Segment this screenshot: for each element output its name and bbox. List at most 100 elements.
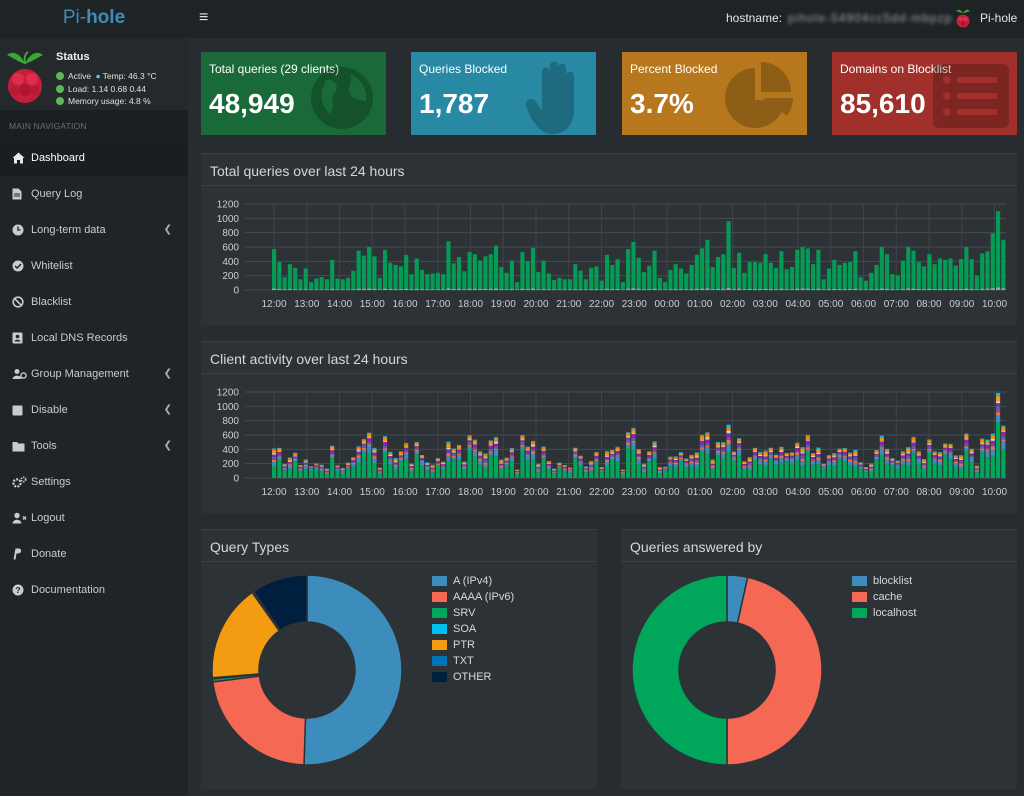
bar-client-segment[interactable]: [478, 454, 483, 456]
bar-client-segment[interactable]: [604, 456, 610, 459]
bar-client-segment[interactable]: [351, 460, 356, 462]
bar-client-segment[interactable]: [340, 473, 345, 478]
bar-permitted[interactable]: [546, 273, 551, 290]
bar-client-segment[interactable]: [340, 468, 345, 470]
bar-client-segment[interactable]: [974, 466, 979, 468]
bar-client-segment[interactable]: [927, 453, 932, 478]
bar-client-segment[interactable]: [895, 468, 900, 478]
bar-client-segment[interactable]: [345, 466, 351, 468]
bar-client-segment[interactable]: [890, 460, 895, 462]
sidebar-item-dashboard[interactable]: Dashboard: [0, 140, 188, 176]
bar-permitted[interactable]: [774, 267, 779, 290]
bar-client-segment[interactable]: [520, 437, 525, 440]
bar-client-segment[interactable]: [853, 462, 858, 467]
bar-client-segment[interactable]: [964, 450, 969, 478]
bar-blocked[interactable]: [726, 287, 731, 290]
bar-client-segment[interactable]: [308, 466, 314, 468]
bar-client-segment[interactable]: [932, 452, 937, 454]
bar-client-segment[interactable]: [890, 462, 895, 464]
bar-client-segment[interactable]: [626, 444, 631, 448]
bar-client-segment[interactable]: [900, 454, 906, 456]
bar-client-segment[interactable]: [287, 458, 292, 460]
bar-client-segment[interactable]: [631, 433, 636, 434]
bar-client-segment[interactable]: [959, 461, 964, 464]
bar-client-segment[interactable]: [758, 452, 763, 453]
bar-client-segment[interactable]: [673, 461, 678, 463]
bar-client-segment[interactable]: [525, 455, 530, 461]
bar-client-segment[interactable]: [462, 467, 467, 471]
bar-client-segment[interactable]: [546, 465, 551, 466]
bar-permitted[interactable]: [372, 256, 377, 290]
bar-client-segment[interactable]: [705, 445, 710, 447]
bar-client-segment[interactable]: [805, 451, 810, 478]
bar-client-segment[interactable]: [589, 462, 594, 464]
bar-client-segment[interactable]: [335, 465, 340, 467]
bar-client-segment[interactable]: [456, 453, 462, 455]
bar-client-segment[interactable]: [636, 451, 641, 453]
bar-blocked[interactable]: [652, 288, 657, 290]
bar-client-segment[interactable]: [398, 455, 403, 457]
sidebar-item-settings[interactable]: Settings: [0, 464, 188, 500]
bar-client-segment[interactable]: [774, 459, 779, 461]
bar-permitted[interactable]: [906, 247, 911, 290]
bar-client-segment[interactable]: [974, 468, 979, 470]
bar-client-segment[interactable]: [800, 447, 805, 449]
bar-client-segment[interactable]: [710, 465, 715, 468]
bar-client-segment[interactable]: [562, 468, 567, 471]
bar-client-segment[interactable]: [478, 455, 483, 458]
bar-client-segment[interactable]: [668, 466, 673, 478]
bar-client-segment[interactable]: [953, 460, 958, 462]
bar-client-segment[interactable]: [758, 458, 763, 460]
bar-blocked[interactable]: [768, 288, 773, 290]
bar-permitted[interactable]: [388, 262, 393, 290]
bar-client-segment[interactable]: [890, 464, 895, 478]
bar-client-segment[interactable]: [768, 448, 773, 451]
bar-client-segment[interactable]: [504, 464, 509, 478]
bar-blocked[interactable]: [604, 288, 610, 290]
bar-client-segment[interactable]: [451, 453, 456, 456]
bar-client-segment[interactable]: [805, 447, 810, 449]
bar-client-segment[interactable]: [964, 433, 969, 435]
bar-client-segment[interactable]: [520, 440, 525, 442]
bar-client-segment[interactable]: [948, 459, 953, 478]
bar-client-segment[interactable]: [282, 465, 287, 466]
bar-client-segment[interactable]: [451, 455, 456, 457]
bar-client-segment[interactable]: [488, 451, 493, 453]
bar-client-segment[interactable]: [1001, 432, 1006, 437]
bar-permitted[interactable]: [298, 279, 303, 290]
bar-client-segment[interactable]: [721, 451, 726, 454]
bar-client-segment[interactable]: [451, 456, 456, 460]
bar-client-segment[interactable]: [388, 459, 393, 461]
bar-client-segment[interactable]: [737, 449, 742, 456]
bar-client-segment[interactable]: [451, 459, 456, 478]
bar-client-segment[interactable]: [604, 462, 610, 466]
bar-client-segment[interactable]: [795, 442, 800, 444]
bar-client-segment[interactable]: [425, 470, 430, 478]
bar-blocked[interactable]: [557, 289, 562, 290]
sidebar-item-local-dns-records[interactable]: Local DNS Records: [0, 320, 188, 356]
bar-client-segment[interactable]: [932, 458, 937, 460]
bar-client-segment[interactable]: [404, 453, 409, 459]
bar-blocked[interactable]: [922, 289, 927, 290]
bar-client-segment[interactable]: [673, 464, 678, 468]
bar-blocked[interactable]: [927, 288, 932, 290]
pie-slice-cache[interactable]: [726, 576, 823, 766]
bar-client-segment[interactable]: [795, 447, 800, 451]
bar-client-segment[interactable]: [546, 466, 551, 469]
bar-blocked[interactable]: [641, 289, 647, 290]
bar-client-segment[interactable]: [589, 465, 594, 468]
bar-permitted[interactable]: [525, 261, 530, 290]
bar-client-segment[interactable]: [557, 468, 562, 478]
bar-client-segment[interactable]: [382, 439, 388, 442]
bar-blocked[interactable]: [404, 288, 409, 290]
bar-client-segment[interactable]: [684, 463, 689, 465]
bar-client-segment[interactable]: [996, 393, 1001, 394]
bar-blocked[interactable]: [943, 288, 948, 290]
bar-client-segment[interactable]: [478, 452, 483, 454]
bar-permitted[interactable]: [974, 275, 979, 290]
bar-client-segment[interactable]: [372, 452, 377, 455]
bar-blocked[interactable]: [837, 289, 842, 290]
bar-client-segment[interactable]: [293, 458, 298, 460]
bar-permitted[interactable]: [398, 266, 403, 290]
bar-client-segment[interactable]: [747, 457, 752, 459]
